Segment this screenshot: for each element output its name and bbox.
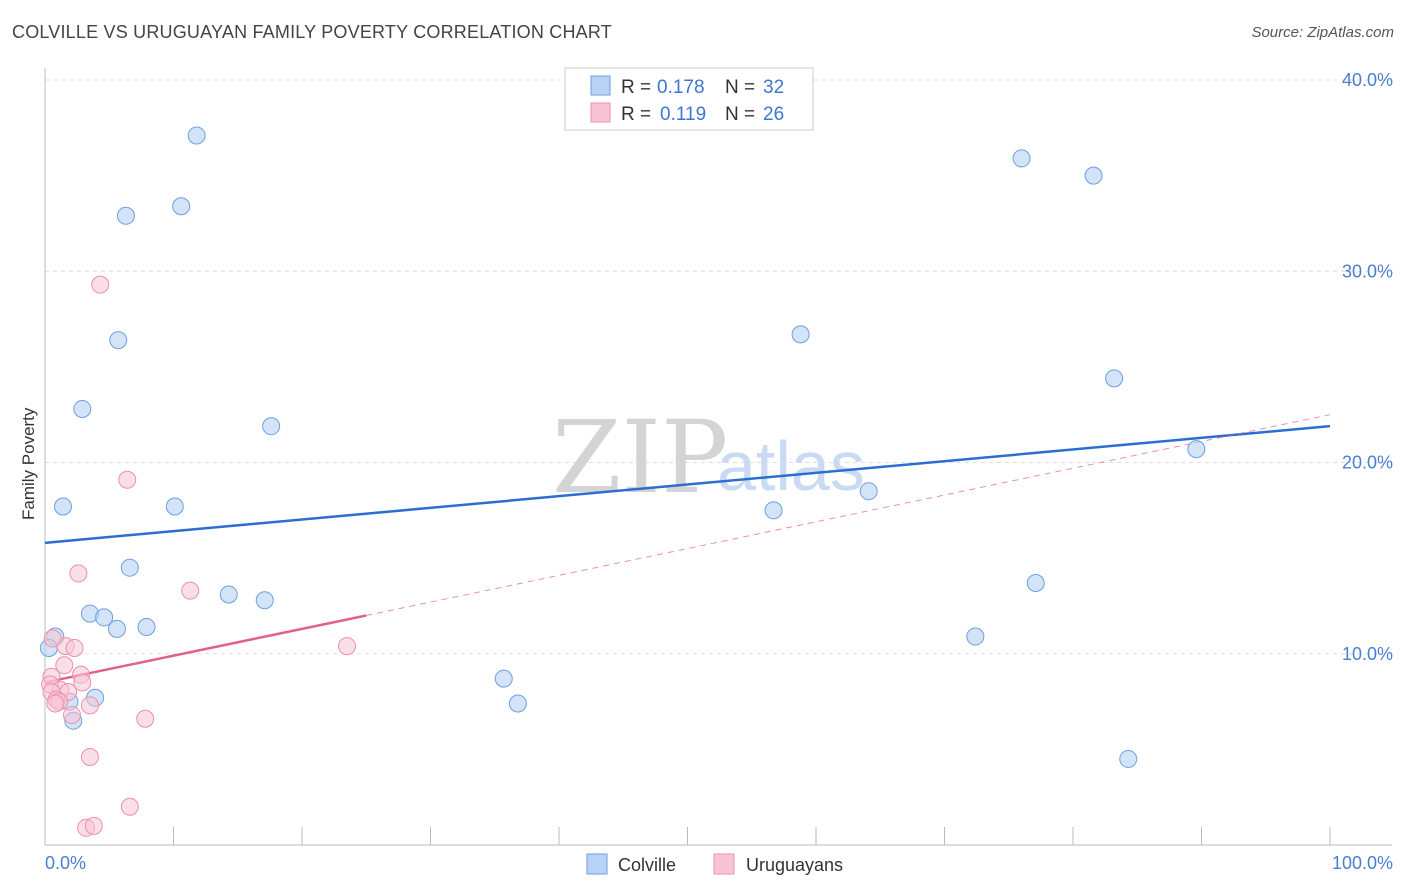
legend-r-value-uruguayan: 0.119 — [660, 104, 706, 125]
point-colville — [107, 619, 126, 638]
y-tick-label: 30.0% — [1342, 261, 1393, 281]
point-uruguayan — [46, 694, 65, 713]
point-colville — [1105, 369, 1124, 388]
bottom-legend-swatch-colville — [586, 853, 608, 875]
trend-lines — [44, 414, 1331, 684]
tick-labels: 10.0% 20.0% 30.0% 40.0% 0.0% 100.0% — [45, 70, 1393, 873]
point-colville — [255, 591, 274, 610]
point-colville — [95, 608, 114, 627]
y-tick-label: 10.0% — [1342, 644, 1393, 664]
bottom-legend-uruguayan: Uruguayans — [746, 855, 843, 875]
legend-box: R = 0.178 N = 32 R = 0.119 N = 26 — [564, 67, 814, 131]
point-uruguayan — [118, 470, 137, 489]
point-colville — [116, 206, 135, 225]
point-uruguayan — [181, 581, 200, 600]
x-tick-label-right: 100.0% — [1332, 853, 1393, 873]
y-tick-label: 40.0% — [1342, 70, 1393, 90]
point-uruguayan — [55, 656, 74, 675]
axes — [44, 68, 1392, 846]
point-uruguayan — [91, 275, 110, 294]
legend-n-value-colville: 32 — [763, 77, 784, 98]
legend-r-label-colville: R = — [621, 77, 651, 98]
legend-swatch-colville — [590, 75, 611, 96]
point-colville — [187, 126, 206, 145]
bottom-legend: Colville Uruguayans — [586, 853, 843, 875]
chart-title: COLVILLE VS URUGUAYAN FAMILY POVERTY COR… — [12, 22, 612, 42]
point-uruguayan — [337, 637, 356, 656]
point-colville — [966, 627, 985, 646]
y-tick-label: 20.0% — [1342, 453, 1393, 473]
point-colville — [165, 497, 184, 516]
point-colville — [53, 497, 72, 516]
point-colville — [137, 617, 156, 636]
grid-lines — [45, 79, 1392, 655]
point-colville — [1187, 440, 1206, 459]
y-axis-label: Family Poverty — [19, 407, 38, 520]
point-colville — [1026, 573, 1045, 592]
point-uruguayan — [136, 709, 155, 728]
point-colville — [859, 482, 878, 501]
point-colville — [494, 669, 513, 688]
point-colville — [109, 331, 128, 350]
trend-line-uruguayan — [44, 614, 367, 684]
point-colville — [508, 694, 527, 713]
legend-r-value-colville: 0.178 — [657, 77, 705, 98]
x-tick-label-left: 0.0% — [45, 853, 86, 873]
watermark: ZIP atlas — [552, 399, 865, 516]
legend-n-label-uruguayan: N = — [725, 104, 755, 125]
point-uruguayan — [80, 696, 99, 715]
point-colville — [262, 417, 281, 436]
point-uruguayan — [69, 564, 88, 583]
point-uruguayan — [62, 705, 81, 724]
watermark-zip: ZIP — [552, 399, 728, 516]
point-colville — [791, 325, 810, 344]
point-uruguayan — [43, 629, 62, 648]
legend-n-label-colville: N = — [725, 77, 755, 98]
point-uruguayan — [84, 816, 103, 835]
point-uruguayan — [73, 673, 92, 692]
source-label: Source: ZipAtlas.com — [1251, 24, 1394, 41]
data-points — [39, 126, 1206, 837]
watermark-atlas: atlas — [717, 427, 865, 505]
legend-r-label-uruguayan: R = — [621, 104, 651, 125]
legend-n-value-uruguayan: 26 — [763, 104, 784, 125]
point-colville — [172, 197, 191, 216]
point-uruguayan — [65, 639, 84, 658]
point-colville — [219, 585, 238, 604]
point-colville — [1012, 149, 1031, 168]
point-colville — [1119, 749, 1138, 768]
point-colville — [73, 399, 92, 418]
point-colville — [120, 558, 139, 577]
point-uruguayan — [120, 797, 139, 816]
point-uruguayan — [80, 748, 99, 767]
bottom-legend-colville: Colville — [618, 855, 676, 875]
legend-swatch-uruguayan — [590, 102, 611, 123]
bottom-legend-swatch-uruguayan — [713, 853, 735, 875]
point-colville — [764, 501, 783, 520]
point-colville — [1084, 166, 1103, 185]
trend-line-colville — [44, 424, 1331, 545]
